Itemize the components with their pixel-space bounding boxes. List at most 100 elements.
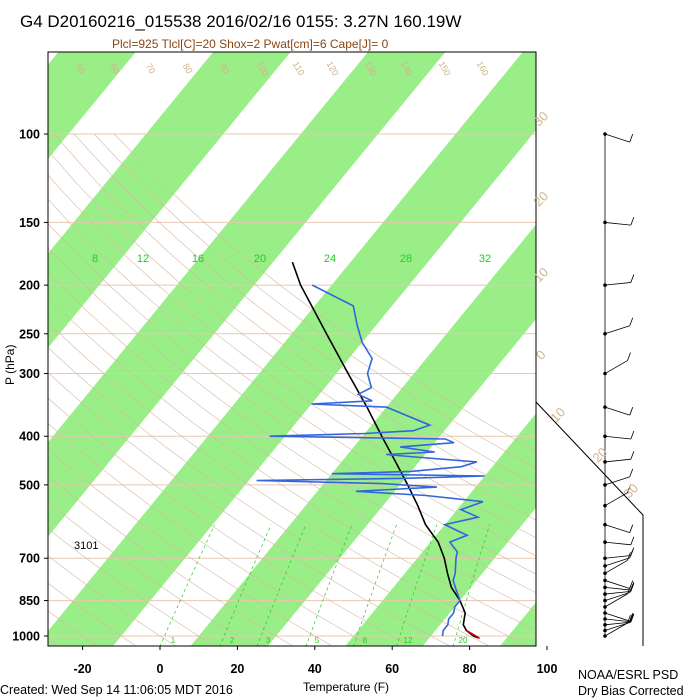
wind-barb-flag bbox=[630, 536, 635, 545]
dry-adiabat bbox=[53, 133, 536, 503]
theta-label: 80 bbox=[181, 62, 195, 76]
dry-adiabat bbox=[113, 133, 536, 452]
wind-barb-dot bbox=[603, 283, 607, 287]
dry-adiabat bbox=[48, 372, 451, 646]
dry-adiabat bbox=[48, 346, 490, 646]
isotherm-band bbox=[48, 52, 291, 348]
wind-barb-flag bbox=[629, 580, 634, 589]
wind-barb-flag bbox=[630, 613, 635, 622]
y-tick-label: 850 bbox=[19, 594, 40, 608]
isobar-lines bbox=[48, 133, 536, 637]
wind-barb-flag bbox=[630, 583, 635, 592]
mixing-ratio-label: 20 bbox=[459, 636, 468, 645]
dry-adiabat bbox=[48, 149, 536, 521]
dry-adiabat bbox=[48, 449, 333, 646]
y-tick-label: 150 bbox=[19, 216, 40, 230]
y-tick-label: 300 bbox=[19, 367, 40, 381]
sounding-traces bbox=[256, 261, 485, 639]
dry-adiabat bbox=[0, 134, 19, 647]
x-tick-label: 0 bbox=[157, 662, 164, 676]
wind-barb-shaft bbox=[604, 592, 630, 601]
isotherm-band bbox=[655, 52, 700, 646]
wind-barb-flag bbox=[629, 524, 634, 533]
mixing-ratio-line bbox=[353, 524, 397, 646]
wind-barb-shaft bbox=[604, 222, 631, 226]
x-tick-label: 20 bbox=[230, 662, 244, 676]
temperature-trace bbox=[291, 261, 480, 639]
wind-barb-shaft bbox=[604, 622, 630, 631]
height-annotation: 3101 bbox=[74, 540, 98, 552]
wind-barb-shaft bbox=[604, 133, 630, 143]
y-tick-label: 250 bbox=[19, 327, 40, 341]
wind-barb-flag bbox=[629, 407, 634, 416]
isotherm-label: 0 bbox=[533, 347, 549, 363]
mixing-ratio-label: 1 bbox=[171, 636, 176, 645]
wind-barb-shaft bbox=[604, 621, 631, 626]
wind-barb-dot bbox=[603, 460, 607, 464]
dry-adiabat bbox=[48, 321, 529, 646]
isotherm-band bbox=[345, 413, 536, 646]
theta-label: 90 bbox=[218, 62, 232, 76]
isotherm-label: 10 bbox=[547, 404, 568, 425]
dry-adiabat bbox=[48, 223, 536, 575]
wind-barb-shaft bbox=[604, 593, 628, 608]
y-tick-label: 1000 bbox=[12, 630, 40, 644]
isotherm-label: 30 bbox=[620, 480, 641, 501]
chart-subtitle: Plcl=925 Tlcl[C]=20 Shox=2 Pwat[cm]=6 Ca… bbox=[112, 37, 389, 51]
mixing-ratio-label: 16 bbox=[192, 253, 204, 265]
wind-barb-flag bbox=[627, 352, 631, 361]
dry-adiabat bbox=[48, 638, 59, 646]
wind-barb-shaft bbox=[604, 618, 631, 623]
mixing-ratio-label: 5 bbox=[315, 636, 320, 645]
wind-barb-shaft bbox=[604, 612, 630, 622]
wind-barb-flag bbox=[630, 217, 635, 226]
wind-barb-flag bbox=[630, 451, 635, 460]
theta-label: 70 bbox=[144, 62, 158, 76]
footer-org: NOAA/ESRL PSD bbox=[578, 668, 678, 682]
y-tick-label: 700 bbox=[19, 552, 40, 566]
wind-barb-dot bbox=[603, 503, 607, 508]
mixing-ratio-label: 32 bbox=[479, 253, 491, 265]
wind-barb-shaft bbox=[604, 282, 631, 286]
created-timestamp: Created: Wed Sep 14 11:06:05 MDT 2016 bbox=[0, 683, 233, 697]
wind-barb-shaft bbox=[604, 590, 631, 595]
dry-adiabat bbox=[48, 397, 412, 646]
mixing-ratio-lines bbox=[159, 524, 491, 646]
y-tick-label: 200 bbox=[19, 279, 40, 293]
wind-barb-flag bbox=[630, 430, 635, 440]
wind-barb-shaft bbox=[604, 622, 628, 637]
wind-barb-shaft bbox=[604, 360, 628, 374]
footer-correction: Dry Bias Corrected bbox=[578, 684, 684, 698]
wind-barb-shaft bbox=[604, 435, 631, 440]
y-tick-label: 100 bbox=[19, 128, 40, 142]
chart-title: G4 D20160216_015538 2016/02/16 0155: 3.2… bbox=[20, 12, 461, 31]
wind-barb-flag bbox=[629, 317, 634, 326]
isotherm-band bbox=[48, 52, 536, 646]
wind-barb-flag bbox=[627, 552, 631, 561]
isotherm-band bbox=[48, 52, 446, 537]
dry-adiabat bbox=[48, 174, 536, 539]
wind-barb-shaft bbox=[604, 492, 628, 507]
theta-label: 60 bbox=[108, 62, 122, 76]
isotherm-label: 20 bbox=[530, 188, 551, 209]
isotherm-bands bbox=[48, 52, 700, 646]
wind-barb-flag bbox=[627, 484, 631, 493]
wind-barb-flag bbox=[630, 581, 635, 591]
wind-barb-shaft bbox=[604, 555, 631, 559]
wind-barb-shaft bbox=[604, 476, 630, 486]
surface-temperature-segment bbox=[465, 629, 480, 639]
y-axis-label: P (hPa) bbox=[3, 345, 17, 385]
mixing-ratio-label: 2 bbox=[230, 636, 235, 645]
dry-adiabat bbox=[48, 272, 536, 612]
theta-label: 150 bbox=[437, 59, 453, 77]
axis-ticks bbox=[44, 133, 548, 650]
mixing-ratio-label: 28 bbox=[400, 253, 412, 265]
wind-barb-shaft bbox=[604, 586, 631, 591]
isotherm-band bbox=[48, 52, 136, 160]
y-tick-label: 500 bbox=[19, 478, 40, 492]
wind-barb-shaft bbox=[604, 541, 631, 546]
mixing-ratio-line bbox=[396, 524, 438, 646]
dry-adiabat bbox=[48, 296, 536, 631]
